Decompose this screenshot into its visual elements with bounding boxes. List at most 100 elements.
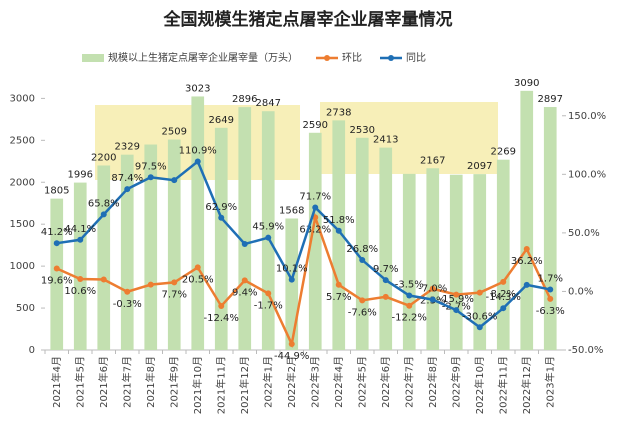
line-marker <box>124 288 131 295</box>
line-marker <box>265 234 272 241</box>
bar-label: 2200 <box>91 152 116 163</box>
bar-label: 1805 <box>44 186 69 197</box>
bar <box>402 173 416 350</box>
bar <box>167 139 181 350</box>
line-label: 5.7% <box>326 292 351 303</box>
line-marker <box>382 277 389 284</box>
bar <box>191 96 205 350</box>
line-marker <box>194 158 201 165</box>
line-label: 65.8% <box>88 198 120 209</box>
line-label: -15.9% <box>439 294 474 305</box>
line-marker <box>194 264 201 271</box>
line-marker <box>147 174 154 181</box>
x-tick-label: 2022年9月 <box>449 356 462 408</box>
bar <box>97 165 111 350</box>
line-label: 9.4% <box>232 287 257 298</box>
x-tick-label: 2022年11月 <box>496 356 509 414</box>
bar-label: 2896 <box>232 94 257 105</box>
line-marker <box>406 292 413 299</box>
line-marker <box>218 302 225 309</box>
line-marker <box>241 277 248 284</box>
line-marker <box>288 341 295 348</box>
line-label: 97.5% <box>135 161 167 172</box>
line-marker <box>335 227 342 234</box>
y2-tick-label: 100.0% <box>568 169 606 180</box>
line-marker <box>77 236 84 243</box>
bar <box>120 154 134 350</box>
bar-label: 2329 <box>115 142 140 153</box>
line-marker <box>53 265 60 272</box>
bar-label: 2413 <box>373 135 398 146</box>
line-marker <box>312 204 319 211</box>
line-label: 20.5% <box>182 274 214 285</box>
x-tick-label: 2021年7月 <box>120 356 133 408</box>
line-marker <box>453 307 460 314</box>
line-label: 71.7% <box>299 191 331 202</box>
line-marker <box>453 291 460 298</box>
bar-label: 3090 <box>514 78 539 89</box>
line-label: -3.5% <box>395 280 424 291</box>
line-label: 10.6% <box>64 286 96 297</box>
line-marker <box>288 276 295 283</box>
bar <box>379 147 393 350</box>
bar <box>332 120 346 350</box>
bar <box>285 218 299 350</box>
line-label: 44.1% <box>64 224 96 235</box>
line-label: 62.9% <box>205 202 237 213</box>
line-marker <box>218 214 225 221</box>
x-tick-label: 2021年4月 <box>50 356 63 408</box>
y-tick-label: 0 <box>29 345 35 356</box>
bar <box>426 168 440 350</box>
bar <box>473 174 487 350</box>
legend-swatch <box>82 54 104 62</box>
bar-label: 2167 <box>420 155 445 166</box>
line-marker <box>359 297 366 304</box>
line-label: 87.4% <box>111 173 143 184</box>
y2-tick-label: 0.0% <box>568 286 593 297</box>
line-marker <box>523 246 530 253</box>
watermark-box <box>320 102 498 174</box>
line-marker <box>147 281 154 288</box>
bar-label: 2847 <box>256 98 281 109</box>
line-marker <box>429 296 436 303</box>
y-tick-label: 3000 <box>10 93 35 104</box>
bar-label: 2097 <box>467 161 492 172</box>
y-tick-label: 2000 <box>10 177 35 188</box>
line-marker <box>500 305 507 312</box>
line-label: 19.6% <box>41 275 73 286</box>
line-label: 51.8% <box>323 215 355 226</box>
x-tick-label: 2023年1月 <box>543 356 556 408</box>
line-label: 45.9% <box>252 222 284 233</box>
line-label: -1.7% <box>254 300 283 311</box>
bar-label: 2897 <box>538 94 563 105</box>
line-marker <box>406 302 413 309</box>
line-marker <box>359 257 366 264</box>
line-marker <box>429 285 436 292</box>
line-label: 10.1% <box>276 264 308 275</box>
x-tick-label: 2021年11月 <box>214 356 227 414</box>
bar <box>308 132 322 350</box>
line-label: -6.3% <box>536 306 565 317</box>
bar-label: 1996 <box>68 170 93 181</box>
y-tick-label: 2500 <box>10 135 35 146</box>
line-marker <box>100 276 107 283</box>
y-tick-label: 500 <box>16 303 35 314</box>
line-marker <box>476 289 483 296</box>
bar-label: 2269 <box>491 147 516 158</box>
line-label: -44.9% <box>274 351 309 362</box>
x-tick-label: 2022年7月 <box>402 356 415 408</box>
x-tick-label: 2022年12月 <box>520 356 533 414</box>
line-label: -7.6% <box>348 307 377 318</box>
bar <box>449 174 463 350</box>
line-marker <box>382 293 389 300</box>
bar <box>238 107 252 350</box>
legend-swatch <box>388 55 394 61</box>
bar-label: 3023 <box>185 83 210 94</box>
line-label: -30.6% <box>462 311 497 322</box>
x-tick-label: 2021年5月 <box>73 356 86 408</box>
line-marker <box>77 276 84 283</box>
line-label: 26.8% <box>346 244 378 255</box>
bar <box>73 182 87 350</box>
x-tick-label: 2022年2月 <box>285 356 298 408</box>
